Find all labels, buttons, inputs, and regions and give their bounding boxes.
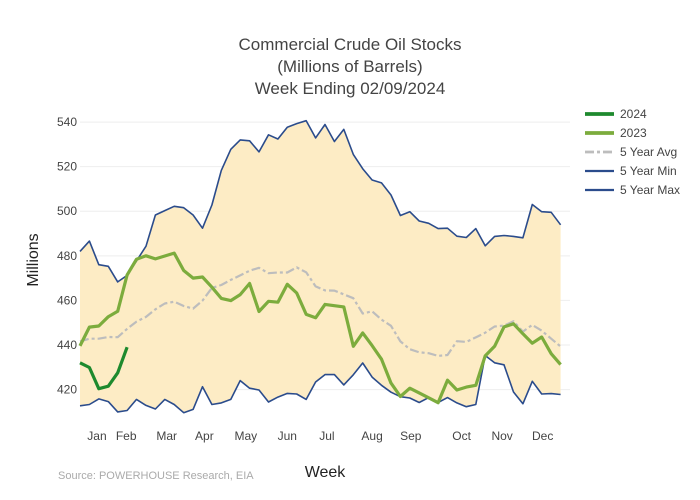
x-tick-label: Sep: [400, 429, 422, 443]
series-line-5-year-max: [79, 119, 562, 283]
legend-label: 5 Year Avg: [620, 145, 677, 159]
y-axis-title: Millions: [25, 233, 42, 286]
title-line-2: (Millions of Barrels): [277, 57, 422, 76]
legend-item-2024[interactable]: 2024: [585, 107, 647, 121]
y-tick-label: 520: [57, 160, 77, 174]
series-line-5-year-avg: [79, 266, 562, 357]
legend-label: 5 Year Min: [620, 164, 677, 178]
legend-item-5-year-min[interactable]: 5 Year Min: [585, 164, 677, 178]
x-tick-label: Dec: [532, 429, 553, 443]
x-tick-label: Jul: [319, 429, 334, 443]
series-line-5-year-min: [79, 354, 561, 414]
y-tick-label: 440: [57, 338, 77, 352]
legend-label: 5 Year Max: [620, 183, 680, 197]
chart-title: Commercial Crude Oil Stocks (Millions of…: [239, 35, 462, 98]
y-axis-ticks: 420 440 460 480 500 520 540: [57, 115, 77, 397]
series-line-2024: [79, 346, 129, 391]
min-max-band: [80, 120, 561, 413]
x-tick-label: Jan: [87, 429, 106, 443]
x-tick-label: Mar: [156, 429, 177, 443]
legend-item-5-year-max[interactable]: 5 Year Max: [585, 183, 680, 197]
x-axis-ticks: Jan Feb Mar Apr May Jun Jul Aug Sep Oct Nov Dec: [87, 429, 553, 443]
plot-area: [78, 119, 570, 414]
y-tick-label: 480: [57, 249, 77, 263]
series-line-2023: [78, 251, 562, 405]
x-tick-label: Oct: [452, 429, 471, 443]
legend-item-5-year-avg[interactable]: 5 Year Avg: [585, 145, 677, 159]
y-tick-label: 420: [57, 383, 77, 397]
legend-item-2023[interactable]: 2023: [585, 126, 647, 140]
x-axis-title: Week: [305, 464, 347, 481]
legend[interactable]: 2024 2023 5 Year Avg 5 Year Min 5 Year Max: [585, 107, 680, 197]
x-tick-label: Apr: [195, 429, 214, 443]
title-line-1: Commercial Crude Oil Stocks: [239, 35, 462, 54]
x-tick-label: Jun: [278, 429, 297, 443]
source-note: Source: POWERHOUSE Research, EIA: [58, 470, 254, 482]
legend-label: 2023: [620, 126, 647, 140]
x-tick-label: Aug: [361, 429, 382, 443]
title-line-3: Week Ending 02/09/2024: [255, 79, 446, 98]
x-tick-label: May: [235, 429, 258, 443]
x-tick-label: Feb: [116, 429, 137, 443]
legend-label: 2024: [620, 107, 647, 121]
y-tick-label: 500: [57, 204, 77, 218]
y-tick-label: 460: [57, 293, 77, 307]
x-tick-label: Nov: [491, 429, 512, 443]
y-tick-label: 540: [57, 115, 77, 129]
